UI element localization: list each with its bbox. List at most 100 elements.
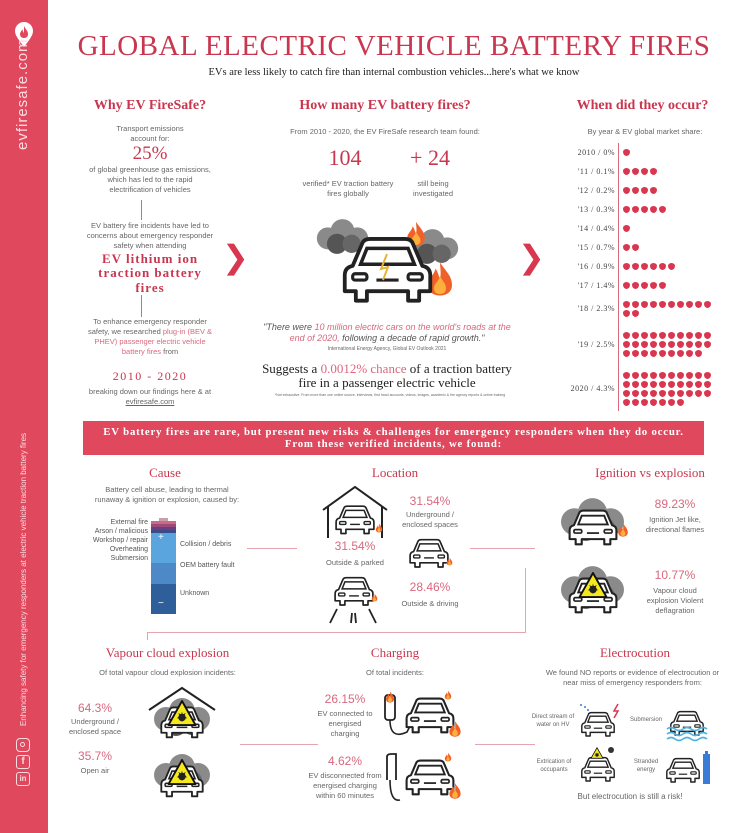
- year-label: '13 / 0.3%: [577, 204, 615, 214]
- fire-icon: [622, 398, 631, 407]
- battery-graphic: + −: [151, 518, 176, 614]
- electrocution-outro: But electrocution is still a risk!: [577, 792, 683, 801]
- fire-icon: [640, 389, 649, 398]
- fire-icon: [649, 349, 658, 358]
- extrication-car-icon: [578, 745, 623, 785]
- garage-car-icon: [320, 485, 390, 540]
- year-label: 2010 / 0%: [577, 147, 615, 157]
- fire-icon: [667, 389, 676, 398]
- year-row: '11 / 0.1%: [550, 167, 735, 176]
- fire-icon: [649, 371, 658, 380]
- year-label: '19 / 2.5%: [577, 339, 615, 349]
- fire-icon: [649, 398, 658, 407]
- fire-icon: [622, 331, 631, 340]
- footnote: *Not exhaustive. From more than one onli…: [274, 393, 506, 397]
- vapour-label: Underground / enclosed space: [68, 717, 122, 737]
- fire-icon: [640, 349, 649, 358]
- year-row: '19 / 2.5%: [550, 331, 735, 358]
- fire-icon: [631, 349, 640, 358]
- fire-icon: [658, 331, 667, 340]
- fire-icon: [631, 300, 640, 309]
- sidebar-site-name[interactable]: evfiresafe.com: [14, 38, 31, 150]
- fire-icon: [649, 300, 658, 309]
- why-years: 2010 - 2020: [112, 369, 188, 383]
- fire-icon: [658, 205, 667, 214]
- investigating-label: still being investigated: [412, 179, 454, 199]
- fire-icon: [667, 398, 676, 407]
- location-pct: 31.54%: [334, 539, 376, 553]
- why-heading: Why EV FireSafe?: [93, 98, 207, 113]
- fire-icon: [649, 281, 658, 290]
- cause-label: Submersion: [110, 555, 148, 562]
- fire-icon: [631, 281, 640, 290]
- why-p2: of global greenhouse gas emissions, whic…: [89, 165, 211, 195]
- evfiresafe-logo-icon[interactable]: [14, 22, 34, 48]
- fire-icon: [658, 262, 667, 271]
- fire-icon: [631, 186, 640, 195]
- vapour-pct: 35.7%: [77, 749, 113, 763]
- fire-icon: [667, 300, 676, 309]
- fire-icon: [622, 243, 631, 252]
- why-stat: 25%: [132, 143, 168, 164]
- fire-icon: [667, 349, 676, 358]
- why-highlight: EV lithium ion traction battery fires: [98, 251, 202, 295]
- fire-icon: [676, 300, 685, 309]
- why-p3: EV battery fire incidents have led to co…: [86, 221, 214, 251]
- chevron-right-icon: ❯: [518, 238, 545, 276]
- instagram-icon[interactable]: [16, 738, 30, 752]
- fire-icon: [676, 340, 685, 349]
- location-label: Outside & parked: [326, 558, 384, 567]
- fire-icon: [631, 262, 640, 271]
- fire-icon: [622, 371, 631, 380]
- fire-icon: [631, 371, 640, 380]
- cause-label: OEM battery fault: [180, 562, 235, 569]
- fire-icon: [694, 380, 703, 389]
- fires-by-year-chart: 2010 / 0% '11 / 0.1% '12 / 0.2% '13 / 0.3% '…: [550, 143, 735, 413]
- linkedin-icon[interactable]: in: [16, 772, 30, 786]
- openair-explosion-icon: [147, 748, 217, 808]
- why-p4: To enhance emergency responder safety, w…: [87, 317, 213, 357]
- cause-label: Arson / malicious: [94, 528, 148, 535]
- fire-count-bar: [622, 331, 712, 358]
- fire-icon: [694, 389, 703, 398]
- fire-icon: [622, 300, 631, 309]
- cause-label: External fire: [110, 519, 148, 526]
- evfiresafe-link[interactable]: evfiresafe.com: [125, 397, 175, 407]
- location-pct: 31.54%: [409, 494, 451, 508]
- fire-icon: [640, 300, 649, 309]
- why-p1: Transport emissions account for:: [116, 124, 184, 144]
- fire-icon: [631, 243, 640, 252]
- year-label: '17 / 1.4%: [577, 280, 615, 290]
- fire-icon: [631, 380, 640, 389]
- fire-icon: [685, 349, 694, 358]
- charging-heading: Charging: [370, 645, 420, 660]
- fire-icon: [622, 205, 631, 214]
- fire-icon: [649, 186, 658, 195]
- fire-count-bar: [622, 224, 712, 233]
- quote: "There were 10 million electric cars on …: [263, 322, 511, 343]
- location-label: Outside & driving: [401, 599, 459, 608]
- fire-count-bar: [622, 281, 712, 290]
- howmany-intro: From 2010 - 2020, the EV FireSafe resear…: [290, 127, 480, 136]
- fire-count-bar: [622, 300, 712, 318]
- ignition-car-icon: [555, 497, 635, 552]
- cause-label: Overheating: [109, 546, 148, 553]
- fire-icon: [667, 380, 676, 389]
- vapour-intro: Of total vapour cloud explosion incident…: [99, 668, 236, 677]
- disconnected-charging-icon: [382, 752, 472, 807]
- ignition-heading: Ignition vs explosion: [595, 465, 705, 480]
- cause-label: Collision / debris: [180, 541, 232, 548]
- fire-icon: [622, 148, 631, 157]
- fire-count-bar: [622, 371, 712, 407]
- facebook-icon[interactable]: f: [16, 755, 30, 769]
- fire-icon: [622, 349, 631, 358]
- year-label: '18 / 2.3%: [577, 304, 615, 313]
- fire-icon: [685, 331, 694, 340]
- cause-label: Unknown: [180, 590, 210, 597]
- vapour-pct: 64.3%: [77, 701, 113, 715]
- fire-icon: [685, 340, 694, 349]
- cause-intro: Battery cell abuse, leading to thermal r…: [94, 485, 240, 505]
- fire-icon: [676, 371, 685, 380]
- electrocution-intro: We found NO reports or evidence of elect…: [545, 668, 720, 688]
- verified-count: 104: [328, 145, 362, 170]
